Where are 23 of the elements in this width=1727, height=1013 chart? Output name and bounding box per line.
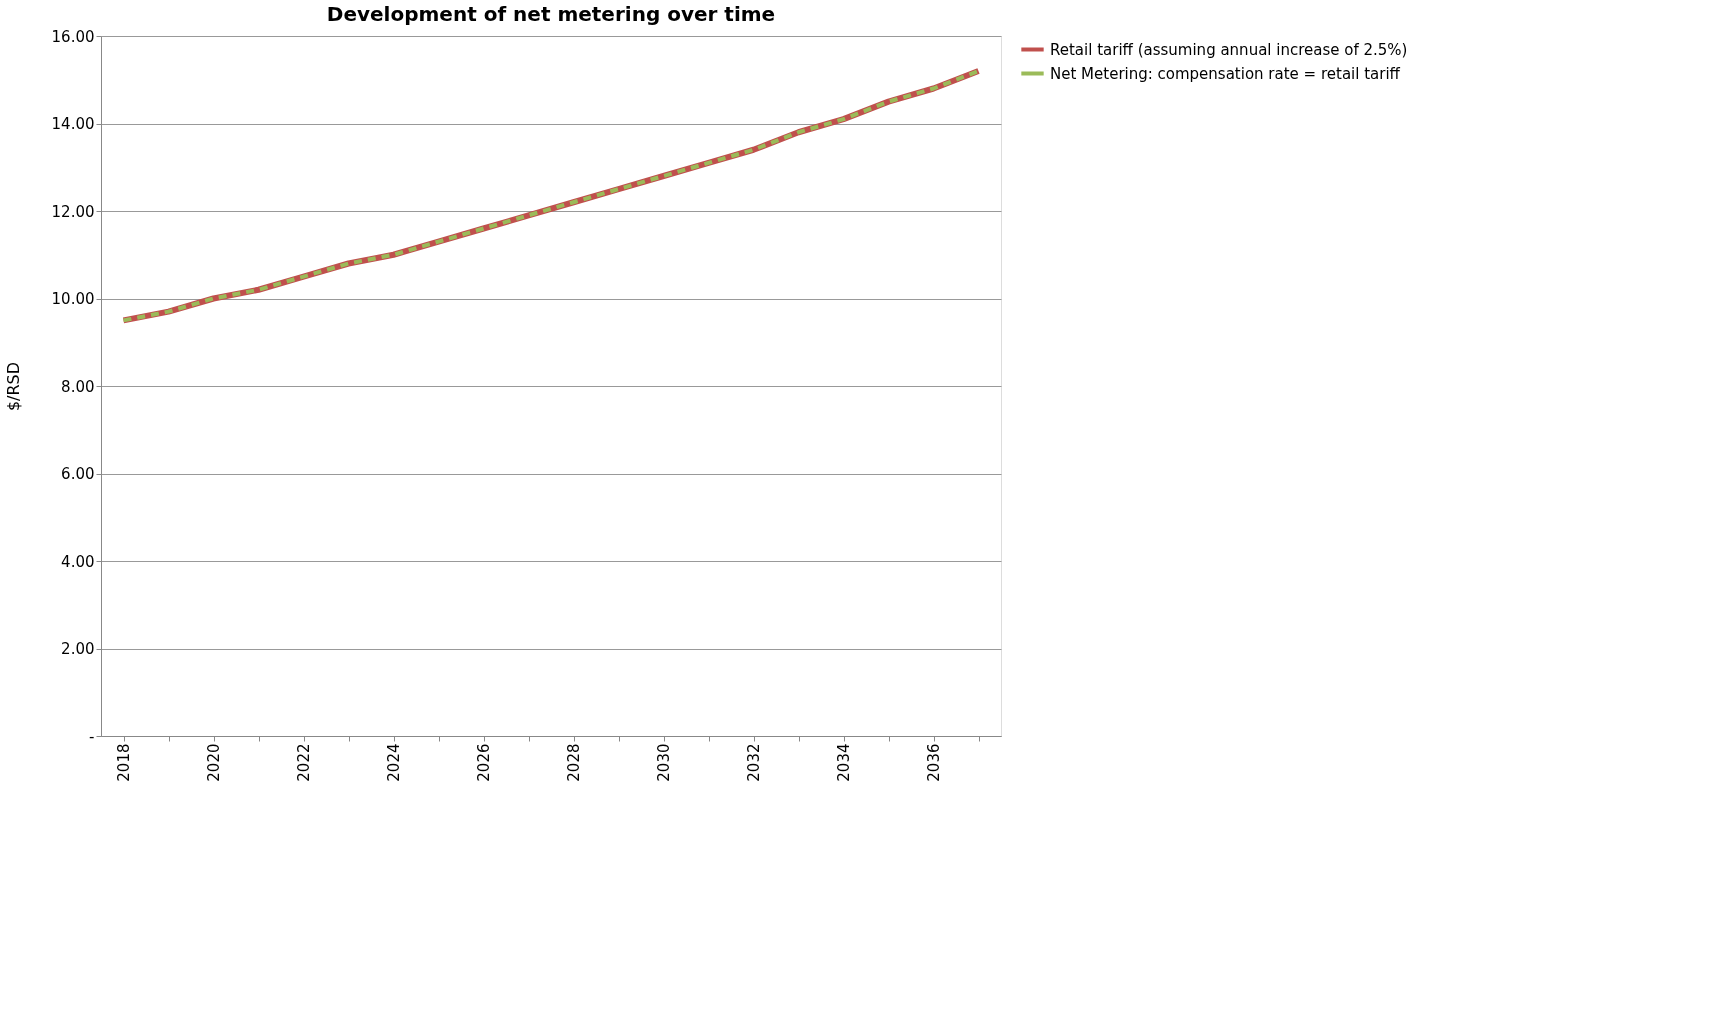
x-tick-label: 2036: [925, 743, 943, 782]
x-tick-label: 2030: [655, 743, 673, 782]
y-tick-label: 6.00: [61, 465, 95, 483]
y-axis-title: $/RSD: [3, 361, 23, 412]
y-tick-label: 10.00: [51, 290, 95, 308]
chart-title: Development of net metering over time: [326, 2, 776, 26]
x-tick-label: 2024: [385, 743, 403, 782]
x-tick-label: 2032: [745, 743, 763, 782]
legend-label: Net Metering: compensation rate = retail tariff: [1050, 64, 1401, 83]
x-tick-label: 2028: [565, 743, 583, 782]
x-tick-label: 2034: [835, 743, 853, 782]
y-tick-label: 14.00: [51, 115, 95, 133]
y-tick-label: 16.00: [51, 27, 95, 46]
legend-label: Retail tariff (assuming annual increase of 2.5%): [1050, 40, 1408, 59]
x-tick-label: 2026: [475, 743, 493, 782]
x-tick-label: 2022: [295, 743, 313, 782]
y-tick-label: 4.00: [61, 552, 95, 571]
y-tick-label: 12.00: [51, 202, 95, 221]
x-tick-label: 2018: [115, 743, 133, 782]
y-tick-label: 2.00: [61, 640, 95, 658]
y-tick-label: -: [89, 727, 95, 746]
x-tick-label: 2020: [205, 743, 223, 782]
y-tick-label: 8.00: [61, 377, 95, 396]
